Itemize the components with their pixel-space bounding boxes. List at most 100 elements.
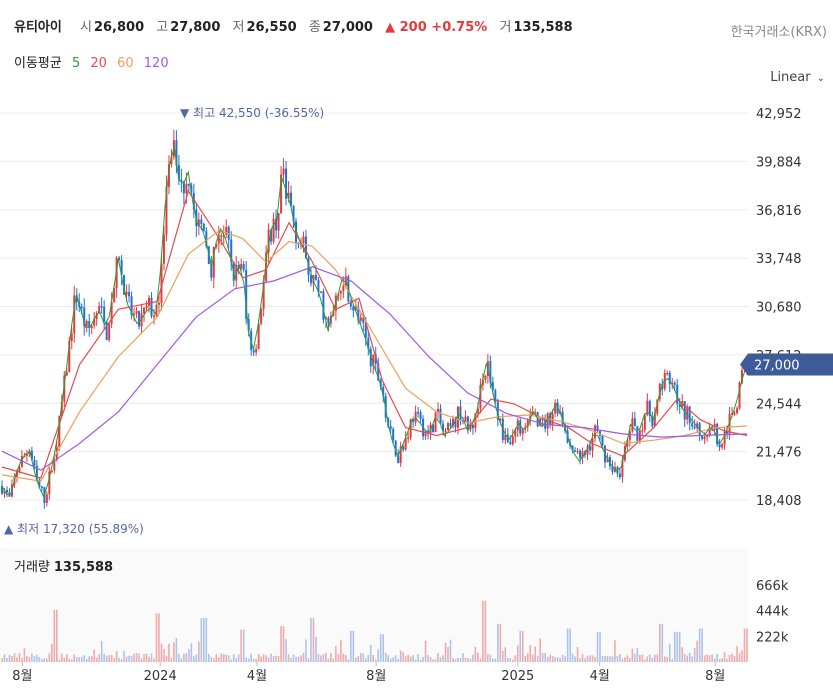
volume-bar xyxy=(195,654,198,662)
exchange-name: 한국거래소(KRX) xyxy=(730,25,827,40)
volume-bar xyxy=(16,657,18,662)
ma-60-label[interactable]: 60 xyxy=(117,56,134,71)
candle-body xyxy=(648,400,651,416)
volume-bar xyxy=(619,654,621,662)
candle-body xyxy=(407,437,410,439)
volume-bar xyxy=(374,659,377,662)
candle-body xyxy=(606,457,609,463)
price-tag-label: 27,000 xyxy=(754,359,800,374)
volume-bar xyxy=(497,623,499,662)
volume-bar xyxy=(372,655,375,662)
volume-bar xyxy=(484,600,487,662)
volume-bar xyxy=(297,656,300,662)
volume-bar xyxy=(230,659,233,662)
volume-bar xyxy=(330,652,332,662)
volume-panel-value: 135,588 xyxy=(53,560,114,575)
volume-bar xyxy=(482,600,484,662)
candle-body xyxy=(576,450,579,453)
candle-body xyxy=(322,291,325,320)
candle-body xyxy=(210,264,213,278)
volume-bar xyxy=(183,653,185,662)
volume-bar xyxy=(135,653,138,662)
volume-bar xyxy=(444,642,447,662)
volume-bar xyxy=(65,654,68,662)
candle-body xyxy=(280,174,283,214)
candle-body xyxy=(357,307,360,321)
volume-bar xyxy=(1,658,3,662)
volume-bar xyxy=(541,652,544,662)
volume-tick-label: 222k xyxy=(756,630,789,645)
volume-bar xyxy=(163,648,165,662)
ma-20-label[interactable]: 20 xyxy=(90,56,107,71)
open-price: 26,800 xyxy=(93,20,145,35)
scale-select[interactable]: Linear ⌄ xyxy=(770,70,825,85)
volume-bar xyxy=(332,658,335,662)
candle-body xyxy=(611,466,614,472)
candle-body xyxy=(215,243,218,247)
candle-body xyxy=(177,165,180,180)
candle-body xyxy=(653,413,656,427)
volume-bar xyxy=(83,655,86,662)
candle-body xyxy=(290,192,293,206)
volume-bar xyxy=(596,631,599,662)
volume-bar xyxy=(668,643,671,662)
volume-bar xyxy=(270,653,272,662)
volume-bar xyxy=(128,655,130,662)
candle-body xyxy=(287,192,290,199)
candle-body xyxy=(359,317,362,321)
volume-bar xyxy=(738,653,741,662)
candle-body xyxy=(666,372,669,375)
candle-body xyxy=(317,279,320,293)
volume-bar xyxy=(312,618,315,662)
volume-bar xyxy=(624,657,626,662)
volume-bar xyxy=(31,653,33,662)
candle-body xyxy=(718,443,721,448)
volume-bar xyxy=(654,654,656,662)
candle-body xyxy=(3,490,6,494)
stock-name[interactable]: 유티아이 xyxy=(14,20,62,35)
candle-body xyxy=(192,192,195,210)
candle-body xyxy=(130,296,133,315)
volume-bar xyxy=(681,647,684,662)
candle-body xyxy=(716,423,719,444)
candle-body xyxy=(591,438,594,451)
price-tag-bg xyxy=(740,353,833,376)
volume-bar xyxy=(551,656,554,662)
ma-120-label[interactable]: 120 xyxy=(143,56,169,71)
volume-bar xyxy=(352,630,355,662)
volume-bar xyxy=(387,655,390,662)
close-price: 27,000 xyxy=(322,20,373,35)
volume-bar xyxy=(21,657,23,662)
volume-bar xyxy=(432,659,434,662)
volume-bar xyxy=(641,654,644,662)
candle-body xyxy=(135,311,138,314)
volume-bar xyxy=(165,655,168,662)
volume-bar xyxy=(78,657,81,662)
volume-bar xyxy=(190,643,193,662)
volume-bar xyxy=(731,653,733,662)
candle-body xyxy=(658,383,661,400)
volume-bar xyxy=(150,653,153,662)
volume-bar xyxy=(305,639,307,662)
volume-bar xyxy=(118,657,120,662)
candle-body xyxy=(88,321,91,328)
volume-bar xyxy=(606,655,609,662)
volume-bar xyxy=(51,643,53,662)
candle-body xyxy=(434,413,437,433)
volume-bar xyxy=(412,655,414,662)
candle-body xyxy=(314,274,317,280)
volume-bar xyxy=(252,658,255,662)
candle-body xyxy=(514,430,517,437)
candle-body xyxy=(696,423,699,429)
volume-bar xyxy=(604,656,606,662)
volume-bar xyxy=(300,655,302,662)
candle-body xyxy=(519,420,522,434)
volume-bar xyxy=(686,655,689,662)
volume-bar xyxy=(521,630,524,662)
volume-bar xyxy=(703,655,706,662)
ma-5-label[interactable]: 5 xyxy=(71,56,81,71)
volume-bar xyxy=(115,651,118,662)
volume-bar xyxy=(599,631,601,662)
volume-bar xyxy=(713,658,716,662)
